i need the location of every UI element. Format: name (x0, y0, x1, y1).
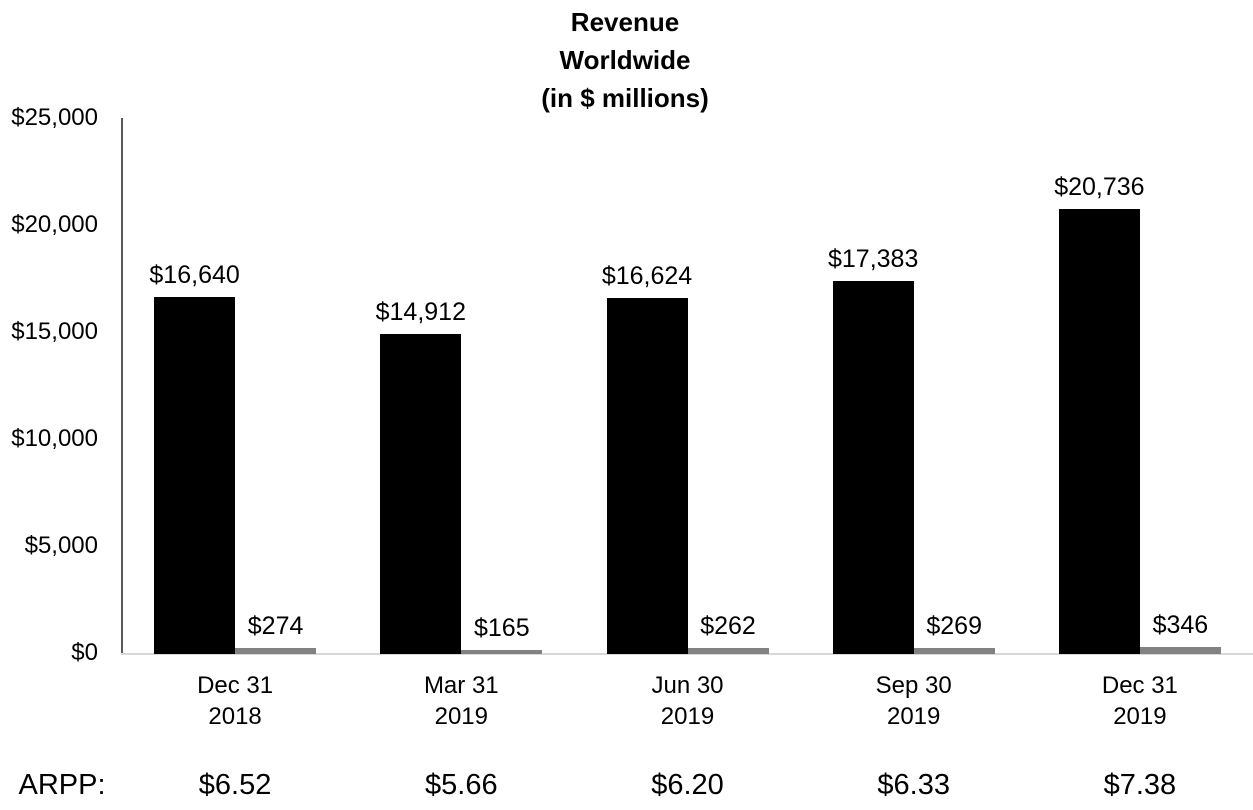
category-label: Mar 31 2019 (371, 670, 551, 732)
category-label-year: 2019 (434, 703, 488, 730)
bar-value-label: $17,383 (828, 245, 919, 273)
primary-bar (832, 281, 914, 654)
bar-value-label: $20,736 (1054, 173, 1145, 201)
bar-value-label: $16,624 (601, 262, 693, 290)
category-label-date: Jun 30 (651, 672, 724, 699)
x-axis-line (121, 653, 1253, 655)
secondary-bar (1139, 647, 1221, 654)
primary-bar (154, 297, 236, 654)
arpp-value: $5.66 (425, 769, 498, 801)
category-label-year: 2019 (886, 703, 941, 730)
secondary-bar (687, 648, 769, 654)
arpp-label: ARPP: (18, 769, 106, 801)
category-label-year: 2019 (660, 703, 715, 730)
y-tick-label: $15,000 (11, 318, 98, 345)
chart-title: Revenue Worldwide (in $ millions) (0, 3, 1250, 117)
arpp-value: $6.52 (198, 769, 272, 801)
category-label-year: 2018 (208, 703, 262, 730)
bar-value-label: $14,912 (375, 298, 466, 326)
secondary-bar (461, 650, 543, 654)
category-label: Sep 30 2019 (824, 670, 1004, 732)
arpp-value: $6.20 (651, 769, 724, 801)
category-label-date: Dec 31 (1101, 672, 1178, 699)
category-label: Jun 30 2019 (598, 670, 778, 732)
category-label: Dec 31 2019 (1050, 670, 1230, 732)
arpp-value: $6.33 (877, 769, 950, 801)
category-label-date: Dec 31 (197, 672, 274, 699)
y-tick-label: $10,000 (11, 425, 98, 452)
primary-bar (1058, 209, 1140, 654)
bar-value-label: $262 (700, 612, 756, 640)
primary-bar (380, 334, 462, 654)
bar-value-label: $269 (926, 612, 982, 640)
chart-title-line-2: Worldwide (559, 45, 691, 75)
bar-value-label: $165 (473, 614, 530, 642)
secondary-bar (913, 648, 995, 654)
chart-title-line-1: Revenue (570, 7, 680, 37)
category-label-year: 2019 (1113, 703, 1167, 730)
y-axis-line (121, 118, 123, 655)
category-label: Dec 31 2018 (145, 670, 325, 732)
secondary-bar (235, 648, 317, 654)
y-tick-label: $20,000 (11, 211, 98, 238)
primary-bar (606, 298, 688, 654)
chart-title-line-3: (in $ millions) (541, 83, 709, 113)
y-tick-label: $5,000 (24, 532, 98, 559)
bar-value-label: $16,640 (149, 261, 240, 289)
y-tick-label: $25,000 (11, 104, 98, 131)
bar-value-label: $274 (247, 612, 304, 640)
category-label-date: Sep 30 (875, 672, 952, 699)
arpp-value: $7.38 (1103, 769, 1177, 801)
bar-value-label: $346 (1152, 611, 1209, 639)
y-tick-label: $0 (71, 639, 98, 666)
category-label-date: Mar 31 (423, 672, 499, 699)
